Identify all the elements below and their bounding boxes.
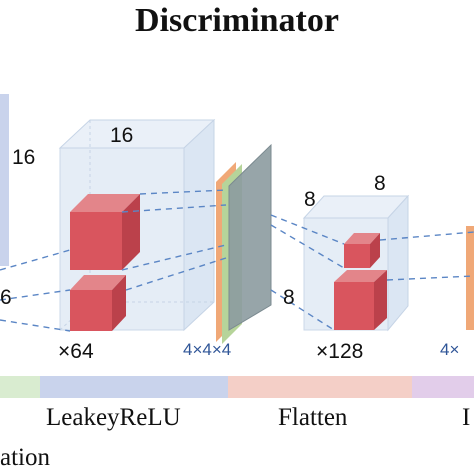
- legend-bottom-partial: ation: [0, 444, 50, 471]
- legend-leakyrelu: LeakeyReLU: [46, 404, 181, 431]
- projection-lines: [0, 189, 474, 332]
- legend-flatten: Flatten: [278, 404, 348, 431]
- block2-height-label: 8: [304, 188, 316, 211]
- block1-width-label: 16: [110, 124, 134, 147]
- legend-partial-item: I: [462, 404, 471, 431]
- next-layer-edge: [466, 226, 474, 330]
- block1-channels-label: ×64: [58, 340, 94, 363]
- kernel-cube-1-top: [70, 194, 140, 270]
- kernel-size-label-2: 4×: [440, 340, 460, 359]
- block1-left-label: 6: [0, 286, 12, 309]
- kernel-cube-2-bottom: [334, 270, 387, 330]
- kernel-size-label-1: 4×4×4: [183, 340, 232, 359]
- layer-plates-1: [216, 143, 272, 344]
- block2-width-label: 8: [374, 172, 386, 195]
- kernel-cube-1-bottom: [70, 275, 126, 331]
- legend-color-bar: [0, 376, 474, 398]
- diagram-title: Discriminator: [135, 2, 339, 39]
- block1-height-label: 16: [12, 146, 36, 169]
- block2-left-label: 8: [283, 286, 295, 309]
- kernel-cube-2-top: [344, 233, 380, 268]
- input-slab-edge: [0, 94, 9, 266]
- block2-channels-label: ×128: [316, 340, 364, 363]
